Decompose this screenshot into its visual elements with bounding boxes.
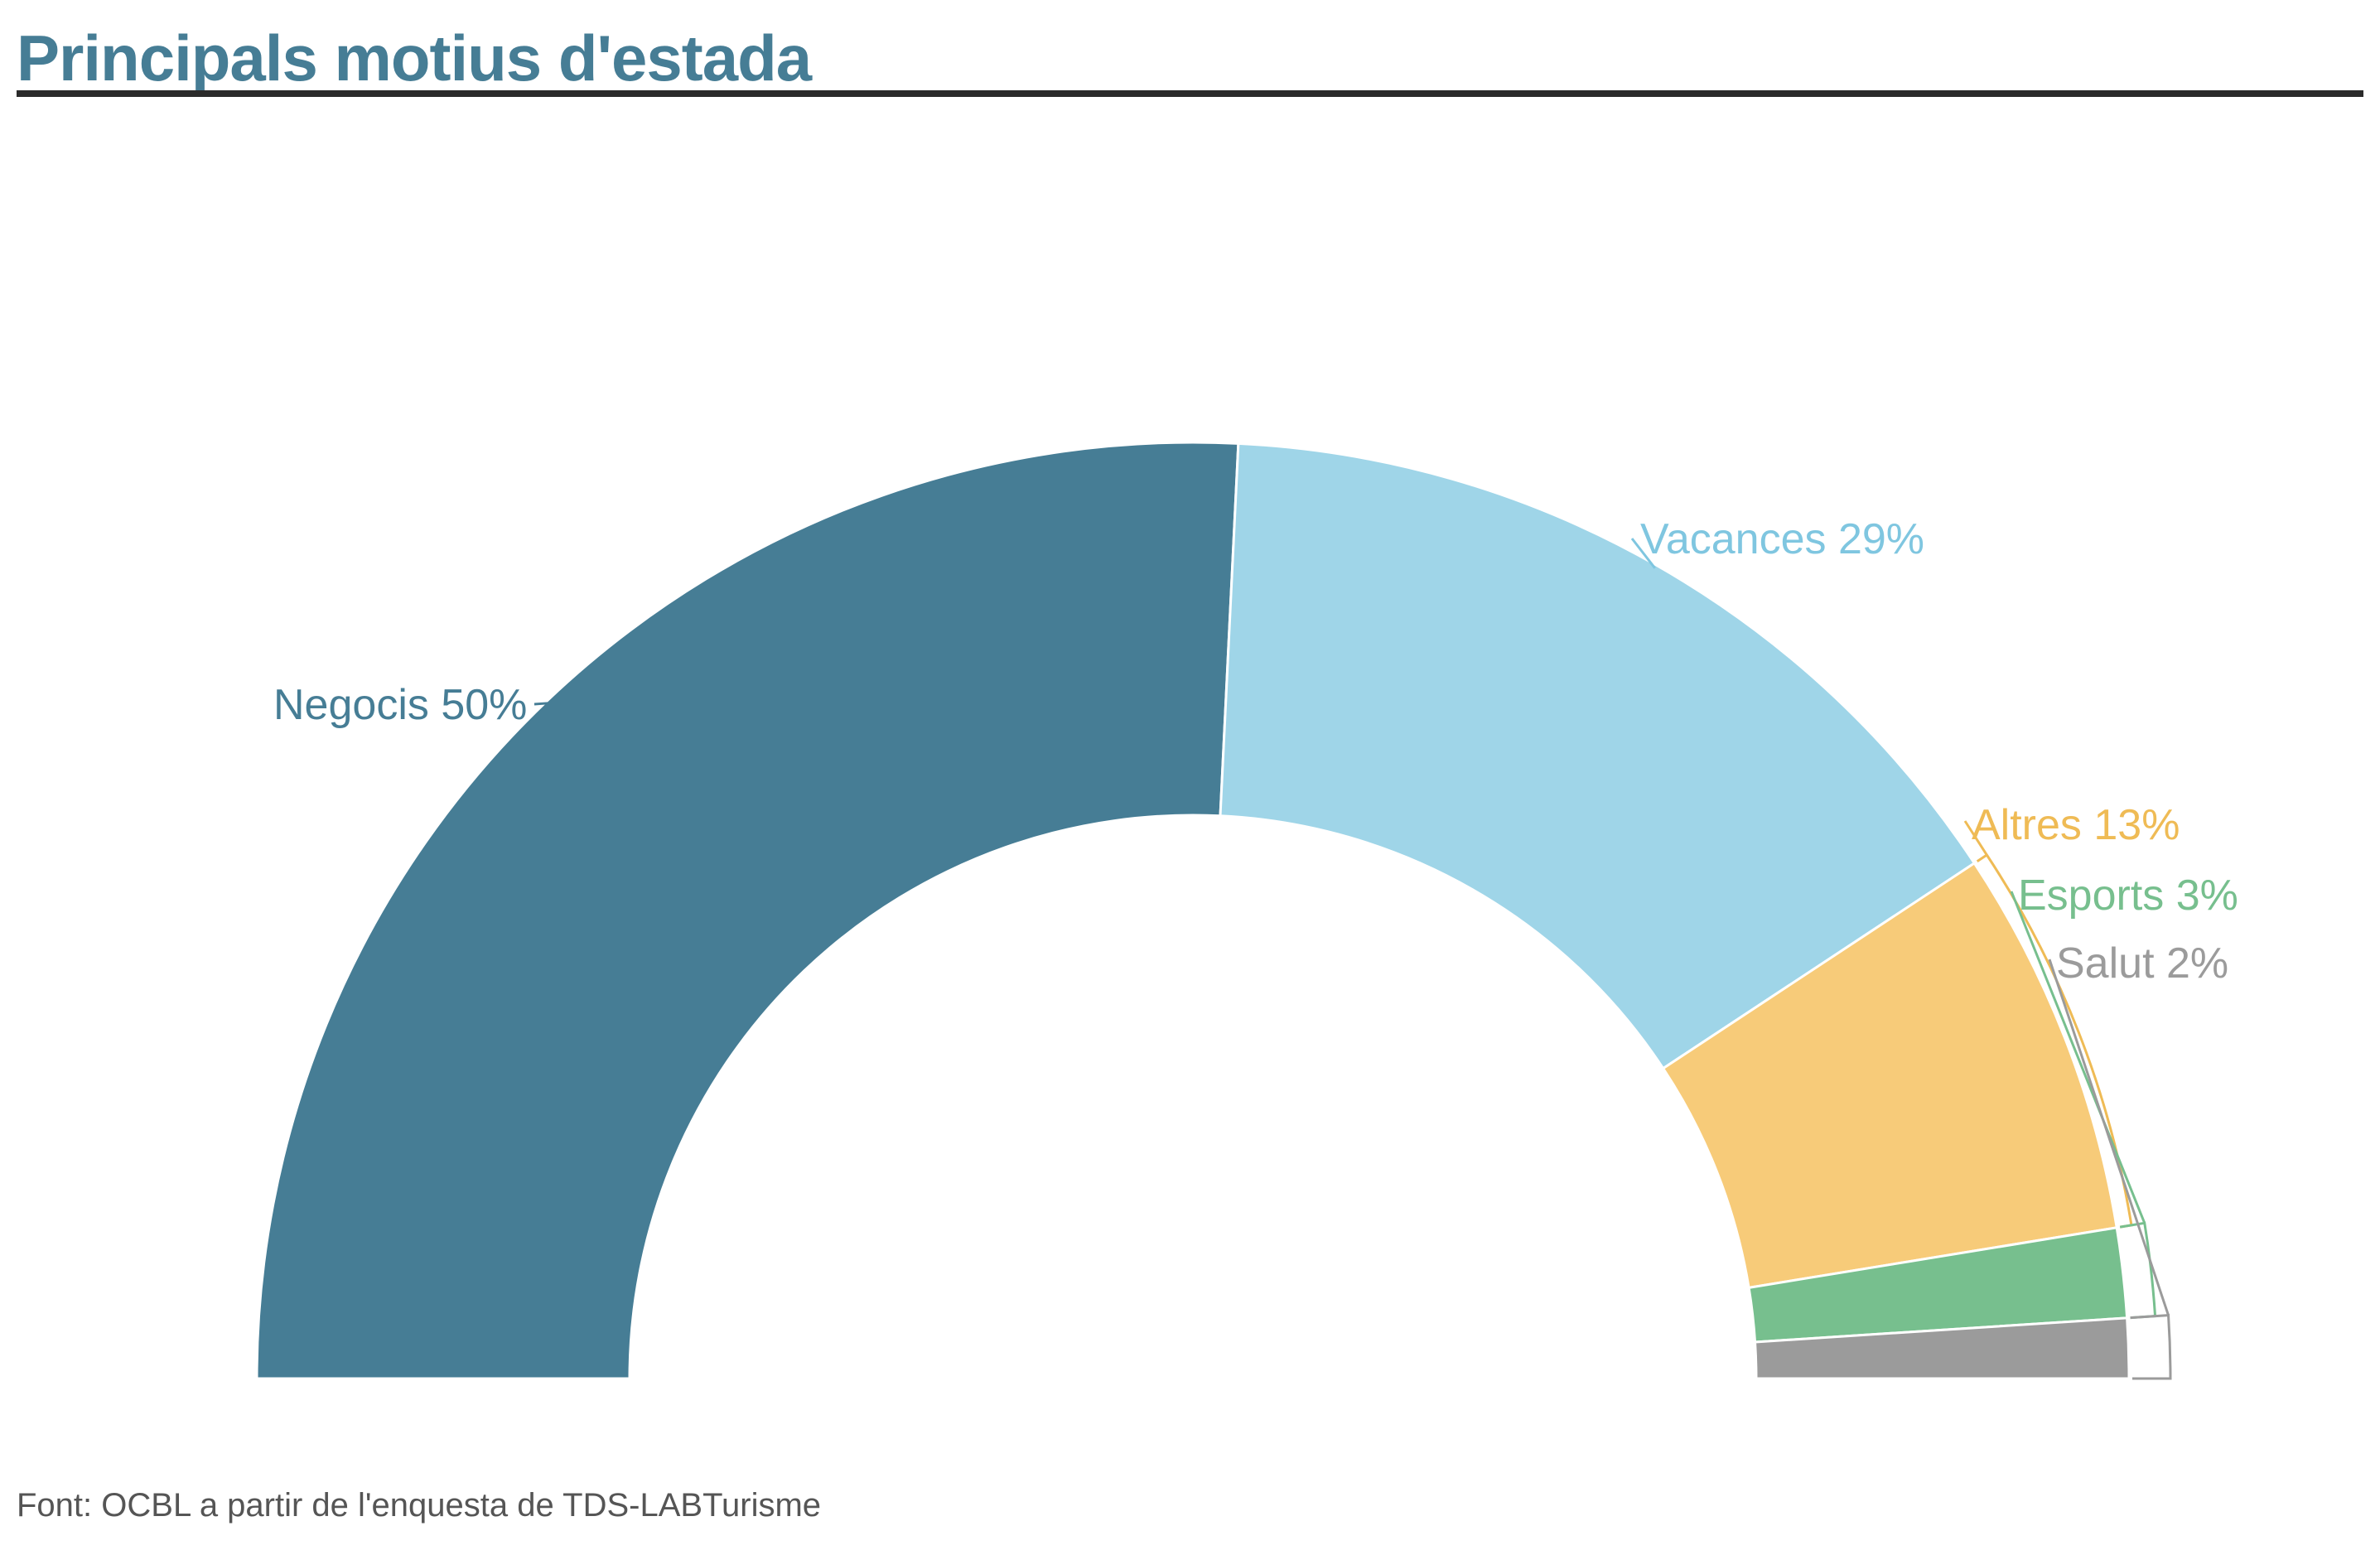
label-salut: Salut 2% <box>2056 939 2228 988</box>
leader-vacances <box>1630 538 1656 569</box>
label-negocis: Negocis 50% <box>273 681 527 729</box>
slice-vacances <box>1219 442 1977 1070</box>
chart-leader-lines <box>533 538 2172 1380</box>
label-vacances: Vacances 29% <box>1640 515 1924 563</box>
label-altres: Altres 13% <box>1972 801 2180 849</box>
chart-slices <box>255 441 2131 1380</box>
label-esports: Esports 3% <box>2018 872 2238 920</box>
chart-labels: Negocis 50% Vacances 29% Altres 13% Esports… <box>273 515 2238 988</box>
leader-negocis <box>533 702 550 706</box>
slice-negocis <box>255 441 1240 1380</box>
bracket-altres <box>1963 820 2133 1229</box>
chart-title: Principals motius d'estada <box>17 22 812 94</box>
title-rule <box>17 90 2363 97</box>
chart-source: Font: OCBL a partir de l'enquesta de TDS… <box>17 1487 822 1524</box>
slice-salut <box>1753 1316 2131 1380</box>
bracket-salut <box>2048 959 2172 1380</box>
